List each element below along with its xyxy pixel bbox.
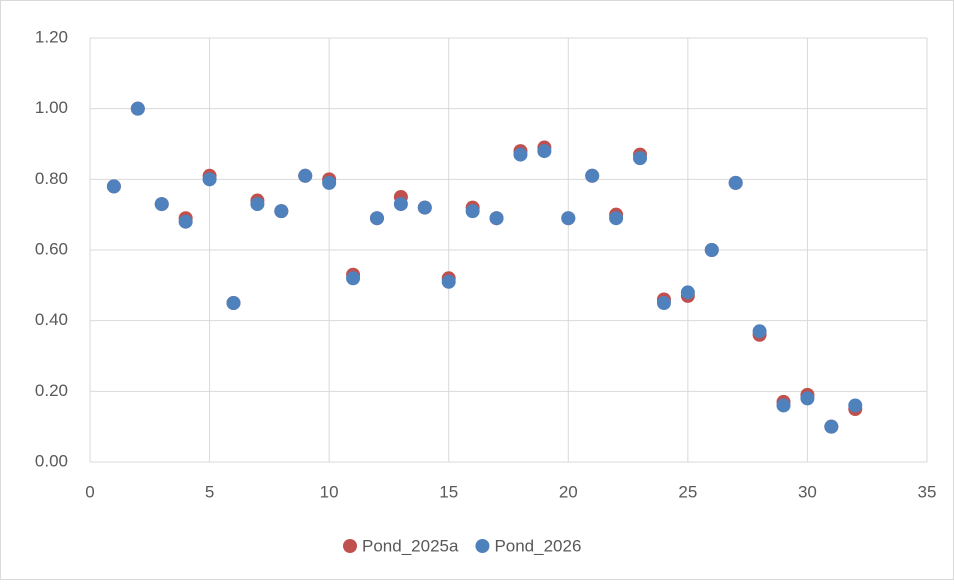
point bbox=[585, 168, 600, 183]
point bbox=[728, 175, 743, 190]
point bbox=[680, 285, 695, 300]
x-tick-label: 20 bbox=[559, 482, 578, 501]
x-tick-label: 5 bbox=[205, 482, 214, 501]
y-tick-label: 0.00 bbox=[35, 451, 68, 470]
y-tick-label: 1.00 bbox=[35, 98, 68, 117]
point bbox=[250, 197, 265, 212]
y-tick-label: 0.80 bbox=[35, 169, 68, 188]
y-tick-label: 1.20 bbox=[35, 27, 68, 46]
point bbox=[561, 211, 576, 226]
point bbox=[226, 296, 241, 310]
legend-label: Pond_2026 bbox=[494, 536, 581, 555]
y-tick-label: 0.40 bbox=[35, 310, 68, 329]
y-tick-label: 0.20 bbox=[35, 381, 68, 400]
legend-marker bbox=[475, 539, 490, 553]
point bbox=[848, 398, 863, 413]
point bbox=[298, 168, 313, 183]
x-tick-label: 10 bbox=[320, 482, 339, 501]
point bbox=[130, 101, 145, 116]
y-tick-label: 0.60 bbox=[35, 239, 68, 258]
point bbox=[346, 271, 361, 286]
point bbox=[537, 144, 552, 159]
point bbox=[633, 151, 648, 166]
x-tick-label: 25 bbox=[678, 482, 697, 501]
point bbox=[274, 204, 289, 219]
x-tick-label: 30 bbox=[798, 482, 817, 501]
point bbox=[752, 324, 767, 339]
point bbox=[776, 398, 791, 413]
point bbox=[609, 211, 624, 226]
point bbox=[417, 200, 432, 215]
point bbox=[656, 296, 671, 310]
point bbox=[800, 391, 815, 406]
legend-label: Pond_2025a bbox=[362, 536, 459, 555]
point bbox=[202, 172, 217, 187]
point bbox=[465, 204, 480, 219]
point bbox=[154, 197, 169, 212]
point bbox=[824, 419, 839, 434]
point bbox=[393, 197, 408, 212]
point bbox=[513, 147, 528, 162]
x-tick-label: 15 bbox=[439, 482, 458, 501]
x-tick-label: 35 bbox=[918, 482, 937, 501]
point bbox=[106, 179, 121, 194]
point bbox=[322, 175, 337, 190]
point bbox=[489, 211, 504, 226]
point bbox=[369, 211, 384, 226]
point bbox=[441, 274, 456, 289]
legend-marker bbox=[343, 539, 357, 553]
point bbox=[704, 243, 719, 257]
point bbox=[178, 214, 193, 229]
x-tick-label: 0 bbox=[85, 482, 94, 501]
